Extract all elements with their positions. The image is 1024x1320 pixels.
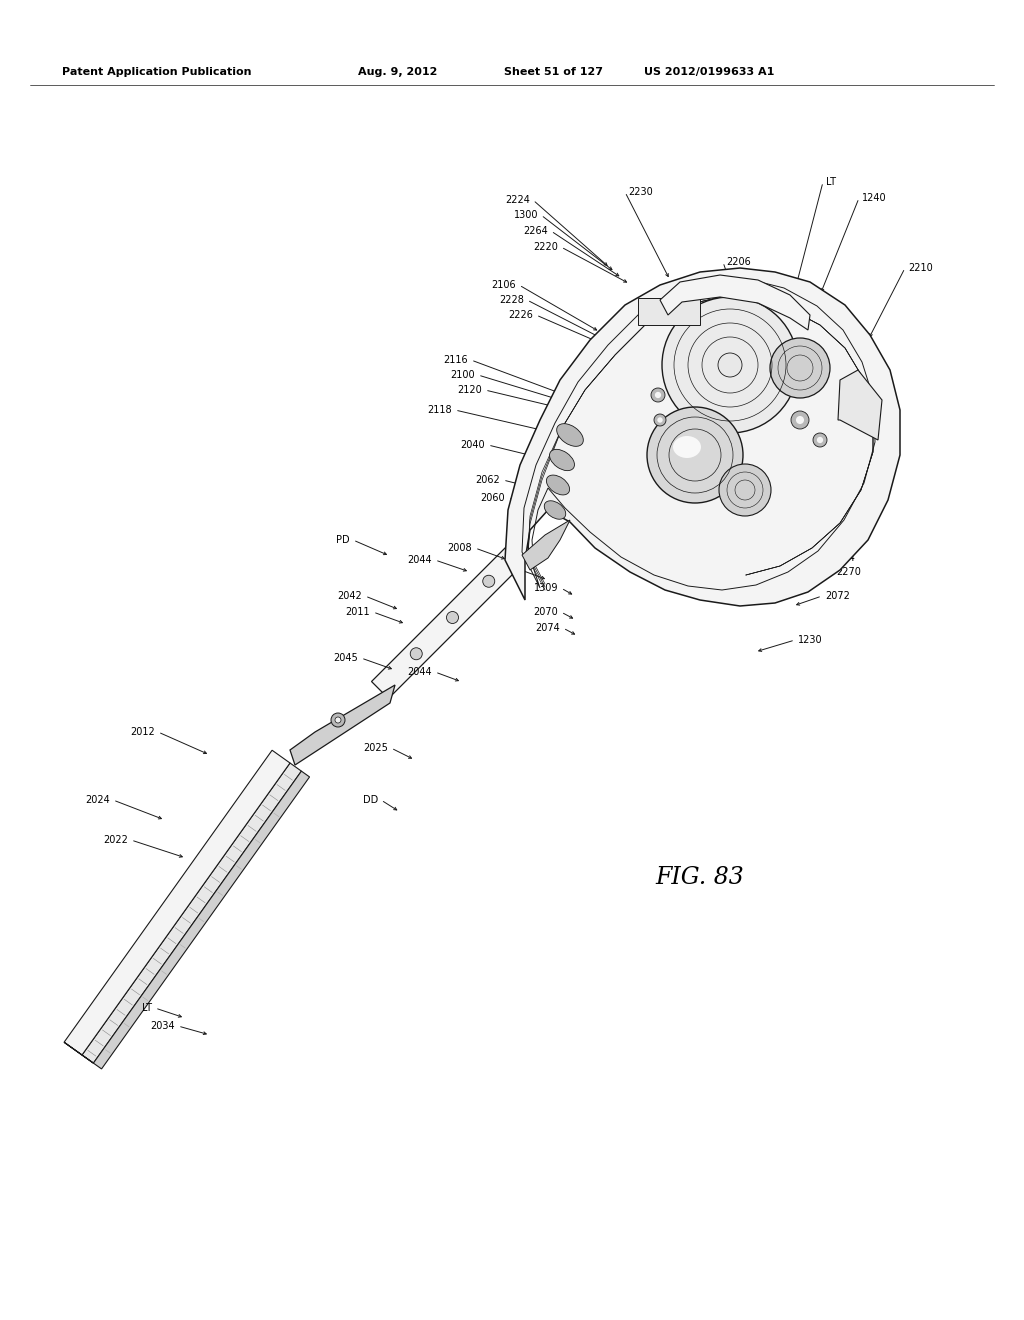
Circle shape [655, 392, 662, 399]
Polygon shape [65, 750, 290, 1055]
Polygon shape [82, 763, 301, 1063]
Text: 2264: 2264 [523, 226, 548, 236]
Text: LT: LT [142, 1003, 152, 1012]
Text: LT: LT [826, 177, 836, 187]
Circle shape [718, 352, 742, 378]
Text: 2008: 2008 [447, 543, 472, 553]
Text: 2226: 2226 [508, 310, 534, 319]
Text: 2042: 2042 [337, 591, 362, 601]
Text: 2012: 2012 [130, 727, 155, 737]
Ellipse shape [673, 436, 701, 458]
Text: 2024: 2024 [85, 795, 110, 805]
Text: 2260: 2260 [800, 393, 824, 403]
Circle shape [331, 713, 345, 727]
Polygon shape [660, 275, 810, 330]
Text: US 2012/0199633 A1: US 2012/0199633 A1 [644, 67, 774, 77]
Polygon shape [93, 771, 309, 1069]
Text: 2062: 2062 [475, 475, 500, 484]
Text: 2074: 2074 [536, 623, 560, 634]
Circle shape [770, 338, 830, 399]
Circle shape [791, 411, 809, 429]
Text: 2040: 2040 [461, 440, 485, 450]
Text: 2044: 2044 [408, 667, 432, 677]
Polygon shape [372, 536, 534, 698]
Polygon shape [838, 370, 882, 440]
Circle shape [657, 417, 663, 422]
Text: 1230: 1230 [798, 635, 822, 645]
Text: 2230: 2230 [628, 187, 652, 197]
Text: 2118: 2118 [427, 405, 452, 414]
Text: R: R [511, 565, 518, 576]
Circle shape [817, 437, 823, 444]
Text: Sheet 51 of 127: Sheet 51 of 127 [504, 67, 603, 77]
Text: 2070: 2070 [534, 607, 558, 616]
Text: 1240: 1240 [862, 193, 887, 203]
Polygon shape [290, 685, 395, 766]
Text: 1300: 1300 [513, 210, 538, 220]
Text: FIG. 83: FIG. 83 [655, 866, 744, 890]
Text: 2060: 2060 [480, 492, 505, 503]
Text: 2106: 2106 [492, 280, 516, 290]
Circle shape [335, 717, 341, 723]
Text: 2274: 2274 [830, 553, 855, 564]
Circle shape [719, 465, 771, 516]
Text: Aug. 9, 2012: Aug. 9, 2012 [358, 67, 437, 77]
Text: 1302: 1302 [860, 475, 885, 484]
Text: 2045: 2045 [333, 653, 358, 663]
Text: 2270: 2270 [836, 568, 861, 577]
Text: PD: PD [336, 535, 350, 545]
Circle shape [411, 648, 422, 660]
Text: 2206: 2206 [726, 257, 751, 267]
Circle shape [446, 611, 459, 623]
Text: 2025: 2025 [364, 743, 388, 752]
Text: DD: DD [362, 795, 378, 805]
Circle shape [813, 433, 827, 447]
Circle shape [482, 576, 495, 587]
Text: 2034: 2034 [151, 1020, 175, 1031]
Text: 2011: 2011 [345, 607, 370, 616]
Text: 2220: 2220 [534, 242, 558, 252]
Text: 2120: 2120 [458, 385, 482, 395]
Text: 2228: 2228 [499, 294, 524, 305]
Text: Patent Application Publication: Patent Application Publication [62, 67, 252, 77]
Text: 1309: 1309 [534, 583, 558, 593]
Text: 2022: 2022 [103, 836, 128, 845]
Text: 2072: 2072 [825, 591, 850, 601]
Text: 2210: 2210 [908, 263, 933, 273]
Polygon shape [638, 298, 700, 325]
Ellipse shape [550, 449, 574, 471]
Polygon shape [522, 520, 570, 570]
Circle shape [654, 414, 666, 426]
Polygon shape [505, 268, 900, 606]
Ellipse shape [547, 475, 569, 495]
Circle shape [651, 388, 665, 403]
Circle shape [796, 416, 804, 424]
Text: 2100: 2100 [451, 370, 475, 380]
Ellipse shape [557, 424, 584, 446]
Ellipse shape [545, 500, 565, 519]
Circle shape [662, 297, 798, 433]
Polygon shape [65, 1043, 93, 1063]
Circle shape [647, 407, 743, 503]
Text: 2044: 2044 [408, 554, 432, 565]
Text: 2272: 2272 [840, 525, 865, 535]
Text: 2224: 2224 [505, 195, 530, 205]
Text: 2116: 2116 [443, 355, 468, 366]
